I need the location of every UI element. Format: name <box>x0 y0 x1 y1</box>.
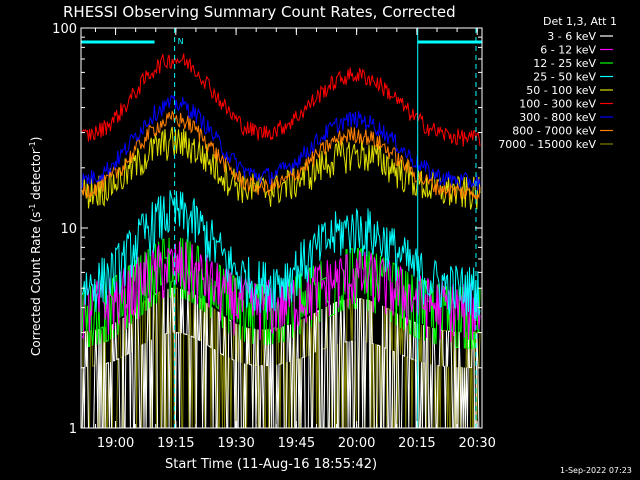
x-tick-label: 19:45 <box>278 436 315 451</box>
legend-label: 6 - 12 keV <box>540 44 596 57</box>
x-tick-label: 19:30 <box>217 436 254 451</box>
legend-label: 100 - 300 keV <box>519 98 596 111</box>
series-line-3 <box>81 190 481 319</box>
series-line-7 <box>81 110 481 202</box>
legend-label: 50 - 100 keV <box>526 84 596 97</box>
legend-label: 3 - 6 keV <box>547 30 596 43</box>
legend-label: 12 - 25 keV <box>533 57 596 70</box>
series-line-8 <box>81 287 481 429</box>
x-tick-label: 20:00 <box>338 436 375 451</box>
legend-label: 7000 - 15000 keV <box>498 138 596 151</box>
ylabel-part3: ) <box>29 137 43 142</box>
legend-label: 800 - 7000 keV <box>512 125 596 138</box>
ylabel-part1: Corrected Count Rate (s <box>29 212 43 356</box>
footer-date: 1-Sep-2022 07:23 <box>560 466 632 475</box>
x-tick-label: 20:15 <box>398 436 435 451</box>
series-line-4 <box>81 126 481 210</box>
ylabel-sup1: -1 <box>28 204 37 212</box>
legend-label: 25 - 50 keV <box>533 71 596 84</box>
ylabel-sup2: -1 <box>28 141 37 149</box>
legend-label: 300 - 800 keV <box>519 111 596 124</box>
series-line-6 <box>81 94 481 191</box>
y-axis-label: Corrected Count Rate (s-1 detector-1) <box>28 137 43 356</box>
x-axis-label: Start Time (11-Aug-16 18:55:42) <box>165 457 377 472</box>
x-axis: 19:00 19:15 19:30 19:45 20:00 20:15 20:30 <box>94 28 496 451</box>
chart-title: RHESSI Observing Summary Count Rates, Co… <box>63 3 456 21</box>
y-axis: 1 10 100 <box>52 22 482 437</box>
y-tick-label: 1 <box>69 422 77 437</box>
flag-label: N <box>178 37 184 46</box>
ylabel-part2: detector <box>29 149 43 204</box>
legend-header: Det 1,3, Att 1 <box>543 15 617 28</box>
x-tick-label: 19:00 <box>97 436 134 451</box>
y-tick-label: 10 <box>60 222 77 237</box>
x-tick-label: 20:30 <box>458 436 495 451</box>
x-tick-label: 19:15 <box>157 436 194 451</box>
y-tick-label: 100 <box>52 22 77 37</box>
series-line-5 <box>81 53 481 147</box>
plot-area: N <box>81 28 482 429</box>
